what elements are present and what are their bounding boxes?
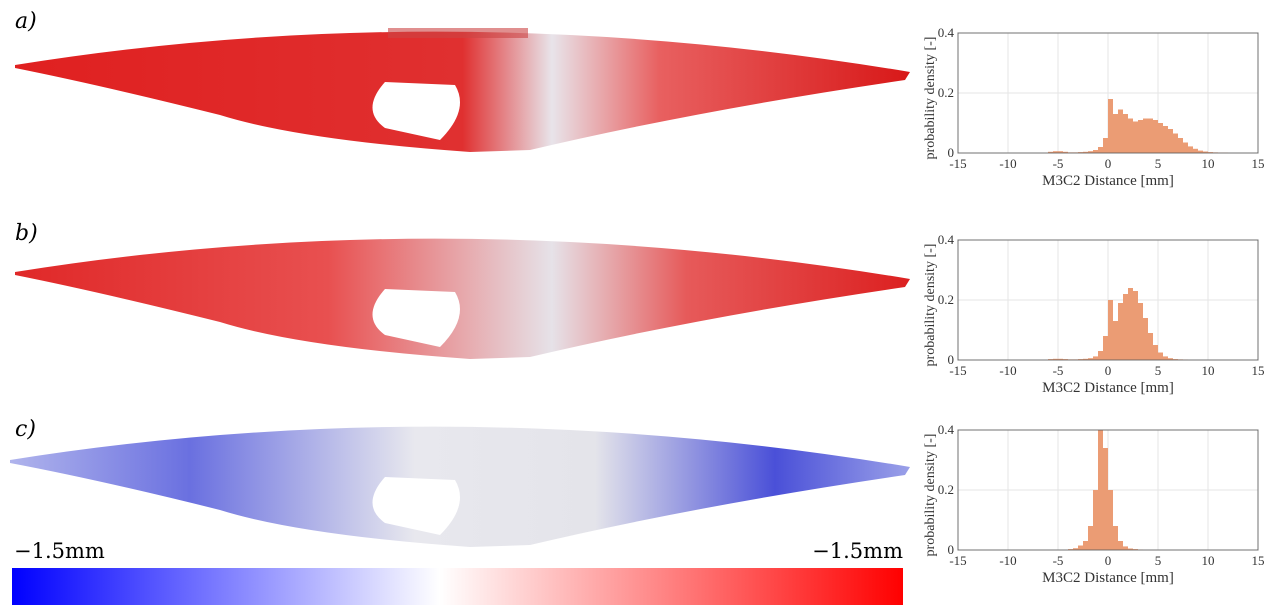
- bar: [1193, 149, 1198, 153]
- colorbar-max: −1.5mm: [812, 539, 903, 563]
- panel-label: a): [15, 9, 37, 34]
- bar: [1173, 134, 1178, 154]
- y-tick-label: 0.2: [938, 292, 954, 307]
- bar: [1118, 541, 1123, 550]
- bar: [1093, 356, 1098, 360]
- bar: [1143, 119, 1148, 154]
- x-tick-label: 0: [1105, 553, 1112, 568]
- x-tick-label: 5: [1155, 553, 1162, 568]
- bar: [1183, 143, 1188, 154]
- y-tick-label: 0: [948, 352, 955, 367]
- bar: [1123, 546, 1128, 550]
- x-tick-label: -10: [999, 363, 1016, 378]
- x-axis-label: M3C2 Distance [mm]: [1042, 380, 1174, 396]
- x-tick-label: -5: [1053, 363, 1064, 378]
- bar: [1108, 490, 1113, 550]
- y-tick-label: 0.2: [938, 85, 954, 100]
- panel-label: b): [15, 221, 38, 246]
- bar: [1138, 303, 1143, 360]
- x-tick-label: -5: [1053, 156, 1064, 171]
- bar: [1178, 138, 1183, 153]
- bar: [1153, 345, 1158, 360]
- bar: [1078, 546, 1083, 551]
- bar: [1163, 126, 1168, 153]
- y-axis-label: probability density [-]: [923, 37, 938, 160]
- y-tick-label: 0: [948, 542, 955, 557]
- bar: [1088, 526, 1093, 550]
- colorbar-min: −1.5mm: [14, 539, 105, 563]
- bar: [1098, 430, 1103, 550]
- bar: [1133, 122, 1138, 154]
- x-tick-label: 5: [1155, 363, 1162, 378]
- bar: [1118, 303, 1123, 360]
- x-tick-label: -10: [999, 553, 1016, 568]
- bar: [1123, 294, 1128, 360]
- bar: [1133, 291, 1138, 360]
- x-tick-label: 10: [1202, 553, 1215, 568]
- bar: [1148, 119, 1153, 154]
- dam-c: [10, 427, 910, 547]
- panel-label: c): [15, 417, 36, 442]
- y-tick-label: 0.4: [938, 232, 955, 247]
- bar: [1168, 129, 1173, 153]
- bar: [1113, 321, 1118, 360]
- bar: [1128, 119, 1133, 154]
- y-tick-label: 0.4: [938, 422, 955, 437]
- bar: [1098, 147, 1103, 153]
- bar: [1103, 138, 1108, 153]
- bar: [1098, 351, 1103, 360]
- bar: [1153, 120, 1158, 153]
- bar: [1113, 114, 1118, 153]
- y-tick-label: 0.4: [938, 25, 955, 40]
- x-tick-label: 0: [1105, 363, 1112, 378]
- y-axis-label: probability density [-]: [923, 434, 938, 557]
- bar: [1108, 99, 1113, 153]
- bar: [1103, 336, 1108, 360]
- x-tick-label: 15: [1252, 156, 1265, 171]
- x-tick-label: -5: [1053, 553, 1064, 568]
- bar: [1158, 353, 1163, 361]
- bar: [1108, 300, 1113, 360]
- bar: [1188, 146, 1193, 153]
- bar: [1158, 123, 1163, 153]
- bar: [1103, 448, 1108, 550]
- x-tick-label: 10: [1202, 156, 1215, 171]
- bar: [1138, 120, 1143, 153]
- bar: [1123, 114, 1128, 153]
- x-tick-label: -10: [999, 156, 1016, 171]
- bar: [1128, 288, 1133, 360]
- bar: [1083, 541, 1088, 550]
- dam-a: [15, 28, 910, 152]
- y-axis-label: probability density [-]: [923, 244, 938, 367]
- dam-b: [15, 239, 910, 359]
- x-tick-label: 0: [1105, 156, 1112, 171]
- figure: −1.5mm −1.5mm a)-15-10-505101500.20.4M3C…: [0, 0, 1282, 607]
- bar: [1113, 526, 1118, 550]
- x-tick-label: 5: [1155, 156, 1162, 171]
- bar: [1118, 110, 1123, 154]
- y-tick-label: 0.2: [938, 482, 954, 497]
- bar: [1163, 356, 1168, 360]
- x-tick-label: 15: [1252, 553, 1265, 568]
- x-tick-label: 10: [1202, 363, 1215, 378]
- bar: [1093, 150, 1098, 153]
- x-axis-label: M3C2 Distance [mm]: [1042, 173, 1174, 189]
- bar: [1148, 333, 1153, 360]
- bar: [1093, 490, 1098, 550]
- y-tick-label: 0: [948, 145, 955, 160]
- colorbar: [12, 568, 903, 605]
- bar: [1143, 318, 1148, 360]
- x-axis-label: M3C2 Distance [mm]: [1042, 570, 1174, 586]
- x-tick-label: 15: [1252, 363, 1265, 378]
